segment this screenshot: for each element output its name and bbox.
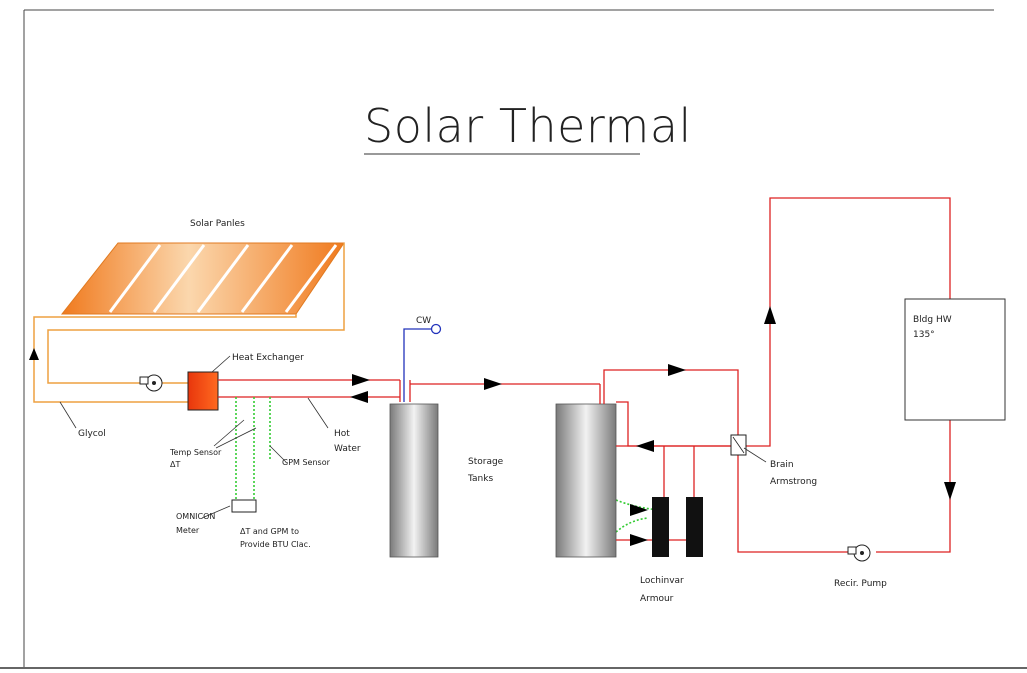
lochinvar-label-2: Armour [640,594,674,604]
armstrong-leader [743,447,767,463]
lochinvar-heater-2 [686,497,703,557]
solar-panels [60,242,345,315]
hx-water-lines [218,379,600,402]
armstrong-label-2: Armstrong [770,477,817,487]
hot-water-label: Hot [334,429,350,439]
temp-sensor-label-2: ΔT [170,460,180,469]
glycol-loop [33,243,345,429]
glycol-pump-icon [139,374,163,392]
btu-note-2: Provide BTU Clac. [240,540,311,549]
temp-sensor-label: Temp Sensor [169,448,222,457]
lochinvar-label: Lochinvar [640,576,684,586]
storage-tanks-label-2: Tanks [467,474,493,484]
glycol-label: Glycol [78,429,106,439]
heat-exchanger-label: Heat Exchanger [232,353,304,363]
tank2-inlet-arrow [668,364,686,376]
building-hot-water-box [904,298,1006,421]
glycol-flow-arrow [29,348,39,360]
drawing-frame [0,9,1027,669]
omnicon-meter [231,499,257,513]
storage-tank-1 [389,403,439,558]
btu-note: ΔT and GPM to [240,527,299,536]
building-return-arrow [944,482,956,500]
cold-water-line [403,328,432,402]
bldg-hw-label-2: 135° [913,330,935,340]
tank2-return-arrow [636,440,654,452]
storage-tank-2 [555,403,617,558]
lochinvar-heater-1 [652,497,669,557]
cold-water-inlet-icon [430,323,442,335]
heater-return-arrow [630,534,648,546]
building-supply-arrow [764,306,776,324]
tank-transfer-arrow [484,378,502,390]
omnicon-label-2: Meter [176,526,200,535]
omnicon-label: OMNICON [176,512,215,521]
cw-label: CW [416,316,431,326]
storage-tanks-label: Storage [468,457,504,467]
supply-flow-arrow [352,374,370,386]
bldg-hw-label: Bldg HW [913,315,952,325]
solar-panels-label: Solar Panles [190,219,245,229]
tank2-piping [599,197,951,553]
recir-pump-label: Recir. Pump [834,579,887,589]
armstrong-label: Brain [770,460,794,470]
return-flow-arrow [350,391,368,403]
hot-water-leader [307,397,329,429]
heat-exchanger-leader [211,355,231,373]
recirculation-pump-icon [847,544,871,562]
sensor-leaders [201,419,287,519]
heater-supply-arrow [630,504,648,516]
hot-water-label-2: Water [334,444,361,454]
gpm-sensor-label: GPM Sensor [282,458,331,467]
heat-exchanger [187,371,219,411]
diagram-title: Solar Thermal [364,99,692,153]
